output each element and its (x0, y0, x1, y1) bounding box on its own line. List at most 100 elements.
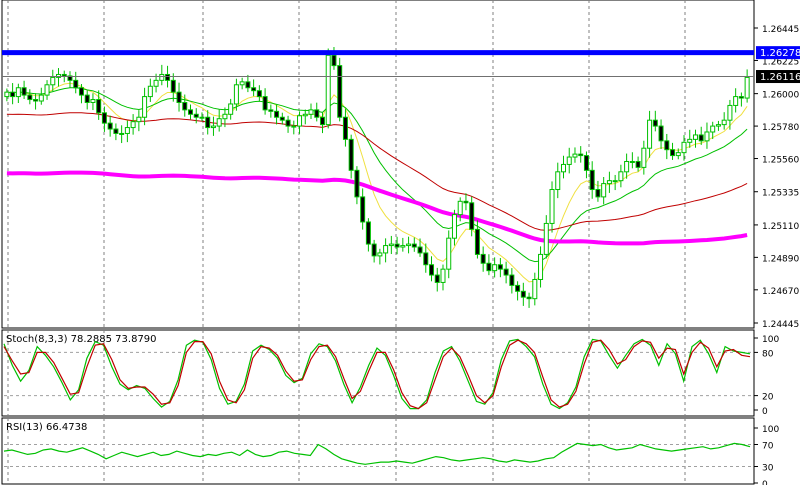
rsi-axis-tick-label: 70 (762, 442, 774, 452)
candle-body (251, 87, 257, 92)
candle (33, 93, 39, 110)
resistance-price-tag: 1.26278 (756, 46, 800, 60)
candle (624, 153, 630, 179)
candle (319, 112, 325, 134)
candle (101, 106, 107, 132)
candle (274, 104, 280, 125)
candle-body (406, 243, 412, 247)
candle (170, 73, 176, 102)
candle (371, 239, 377, 263)
candle-body (216, 118, 222, 127)
candle (210, 116, 216, 136)
candle (67, 71, 73, 88)
candle-body (73, 79, 79, 89)
candle-body (101, 112, 107, 124)
candle-body (509, 274, 515, 286)
candle (142, 87, 148, 126)
candle (451, 209, 457, 246)
candle (532, 272, 538, 306)
candle-body (721, 119, 727, 126)
candle-body (457, 200, 463, 216)
rsi-line (3, 442, 751, 465)
candle (572, 147, 578, 163)
candle (486, 254, 492, 276)
candle-body (704, 131, 710, 142)
candle-body (297, 115, 303, 127)
candle-body (222, 113, 228, 120)
candle (136, 110, 142, 132)
candle-body (675, 152, 681, 157)
candle (285, 115, 291, 133)
candle (245, 74, 251, 93)
candle-body (365, 221, 371, 245)
price-axis-tick-label: 1.24670 (762, 287, 799, 297)
candle-body (96, 99, 102, 114)
candle (515, 281, 521, 301)
candle-body (285, 119, 291, 127)
candle-body (193, 113, 199, 118)
candle-body (440, 268, 446, 283)
candle-body (233, 84, 239, 105)
candle (107, 115, 113, 137)
candle-body (658, 125, 664, 142)
candle (256, 85, 262, 101)
candle (15, 83, 21, 103)
candle (429, 256, 435, 282)
candle-body (377, 252, 383, 257)
price-axis-tick-label: 1.26445 (762, 25, 799, 35)
candle (520, 282, 526, 306)
candle (394, 236, 400, 255)
candle (302, 109, 308, 125)
candle-body (738, 96, 744, 99)
stochastic-series-line (3, 339, 751, 410)
candle (262, 88, 268, 115)
candle-body (635, 160, 641, 168)
stochastic-lines (3, 338, 751, 410)
candle (159, 64, 165, 86)
candle (216, 109, 222, 132)
candle (509, 268, 515, 294)
candle (383, 238, 389, 263)
candle-body (262, 96, 268, 111)
candle (348, 134, 354, 179)
candle (96, 90, 102, 120)
candle-body (176, 91, 182, 103)
candle (538, 246, 544, 288)
candle (84, 90, 90, 110)
candle (199, 112, 205, 122)
candle-body (319, 116, 325, 126)
candle (658, 119, 664, 150)
candle (492, 257, 498, 278)
candle-body (578, 153, 584, 157)
candle (38, 87, 44, 105)
candle-body (27, 94, 33, 101)
candle-body (325, 54, 331, 126)
candle-body (543, 222, 549, 255)
price-axis-tick-label: 1.25780 (762, 123, 799, 133)
candle (360, 188, 366, 230)
candle (595, 180, 601, 202)
candle (440, 264, 446, 291)
candle-body (589, 169, 595, 191)
candle-body (486, 262, 492, 272)
candle (337, 57, 343, 122)
candle (279, 112, 285, 125)
candle-body (360, 196, 366, 223)
resistance-price-label: 1.26278 (760, 48, 800, 59)
candle-body (239, 81, 245, 86)
candle (503, 261, 509, 284)
candle (652, 110, 658, 132)
candle (27, 89, 33, 105)
candle-body (664, 140, 670, 151)
candle-body (744, 76, 750, 99)
candlestick-series (4, 47, 750, 308)
candle (612, 174, 618, 191)
candle-body (687, 138, 693, 143)
candle (744, 69, 750, 103)
candle (56, 68, 62, 87)
candle-body (199, 116, 205, 119)
candle (377, 248, 383, 265)
candle-body (256, 90, 262, 98)
candle (176, 82, 182, 112)
